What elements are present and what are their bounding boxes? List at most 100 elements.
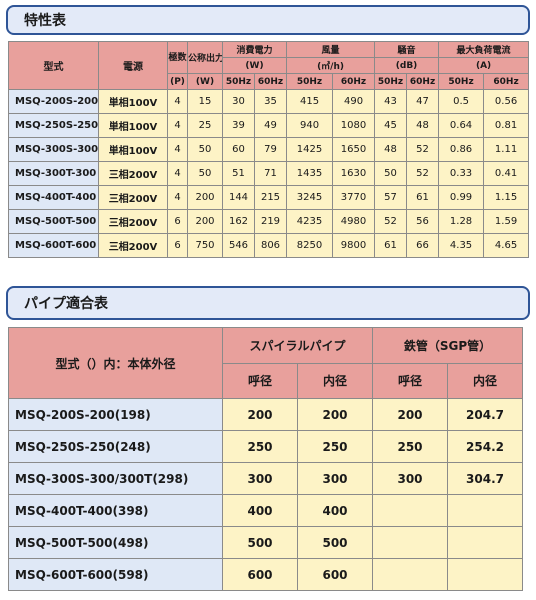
model-cell: MSQ-200S-200(198) — [8, 398, 223, 431]
value-cell: 0.81 — [483, 113, 530, 138]
value-cell — [372, 558, 449, 591]
value-cell: 0.99 — [438, 185, 485, 210]
value-cell: 4 — [167, 185, 188, 210]
unit-output: (W) — [187, 73, 223, 90]
value-cell: 4235 — [286, 209, 334, 234]
model-cell: MSQ-400T-400(398) — [8, 494, 223, 527]
value-cell: 52 — [406, 137, 440, 162]
value-cell: 490 — [332, 89, 376, 114]
value-cell: 4 — [167, 89, 188, 114]
value-cell: 30 — [222, 89, 255, 114]
value-cell: 48 — [374, 137, 408, 162]
value-cell: 400 — [296, 494, 374, 527]
hz-header: 50Hz — [438, 73, 485, 90]
value-cell: 600 — [296, 558, 374, 591]
value-cell: 61 — [374, 233, 408, 258]
pipe-table: 型式（）内：本体外径 スパイラルパイプ 鉄管（SGP管） 呼径 内径 呼径 内径… — [8, 327, 524, 591]
unit-noise: (dB) — [374, 57, 440, 74]
value-cell: 45 — [374, 113, 408, 138]
value-cell: 50 — [187, 137, 223, 162]
value-cell: 1080 — [332, 113, 376, 138]
value-cell: 162 — [222, 209, 255, 234]
model-cell: MSQ-400T-400 — [8, 185, 99, 210]
value-cell: 6 — [167, 233, 188, 258]
hz-header: 50Hz — [286, 73, 334, 90]
value-cell: 71 — [253, 161, 288, 186]
pipe-row: MSQ-200S-200(198) 200 200 200 204.7 — [8, 398, 524, 431]
spec-row: MSQ-400T-400 三相200V 4 200 144 215 3245 3770 57 61… — [8, 185, 530, 210]
value-cell — [372, 494, 449, 527]
value-cell: 15 — [187, 89, 223, 114]
model-cell: MSQ-300S-300/300T(298) — [8, 462, 223, 495]
value-cell: 61 — [406, 185, 440, 210]
col-header-poles: 極数 — [167, 41, 188, 74]
col-header-output: 公称出力 — [187, 41, 223, 74]
value-cell: 35 — [253, 89, 288, 114]
value-cell: 300 — [222, 462, 298, 495]
pipe-col-header-inner: 内径 — [296, 362, 374, 399]
value-cell: 0.86 — [438, 137, 485, 162]
value-cell: 500 — [296, 526, 374, 559]
value-cell: 66 — [406, 233, 440, 258]
value-cell: 1.11 — [483, 137, 530, 162]
spec-row: MSQ-300T-300 三相200V 4 50 51 71 1435 1630 50 52 0.3… — [8, 161, 530, 186]
pipe-row: MSQ-600T-600(598) 600 600 — [8, 558, 524, 591]
value-cell: 三相200V — [98, 233, 168, 258]
col-header-consumption: 消費電力 — [221, 41, 288, 58]
spec-section-title: 特性表 — [24, 13, 66, 29]
value-cell: 1435 — [286, 161, 334, 186]
value-cell: 204.7 — [447, 398, 524, 431]
value-cell: 546 — [222, 233, 255, 258]
value-cell: 200 — [296, 398, 374, 431]
value-cell: 304.7 — [447, 462, 524, 495]
pipe-col-header-spiral: スパイラルパイプ — [221, 327, 374, 364]
col-header-power: 電源 — [98, 41, 168, 90]
value-cell: 0.33 — [438, 161, 485, 186]
value-cell: 500 — [222, 526, 298, 559]
value-cell: 300 — [296, 462, 374, 495]
unit-poles: (P) — [167, 73, 188, 90]
value-cell: 254.2 — [447, 430, 524, 463]
value-cell: 4 — [167, 113, 188, 138]
value-cell: 49 — [253, 113, 288, 138]
value-cell: 415 — [286, 89, 334, 114]
hz-header: 60Hz — [332, 73, 376, 90]
value-cell: 1425 — [286, 137, 334, 162]
value-cell: 48 — [406, 113, 440, 138]
model-cell: MSQ-500T-500(498) — [8, 526, 223, 559]
value-cell: 6 — [167, 209, 188, 234]
value-cell: 4.35 — [438, 233, 485, 258]
pipe-section-header: パイプ適合表 — [6, 286, 530, 320]
value-cell: 三相200V — [98, 209, 168, 234]
value-cell: 57 — [374, 185, 408, 210]
hz-header: 60Hz — [406, 73, 440, 90]
value-cell: 1650 — [332, 137, 376, 162]
value-cell: 0.56 — [483, 89, 530, 114]
pipe-section-title: パイプ適合表 — [24, 296, 108, 312]
col-header-airflow: 風量 — [286, 41, 376, 58]
value-cell: 52 — [406, 161, 440, 186]
value-cell: 47 — [406, 89, 440, 114]
value-cell: 250 — [296, 430, 374, 463]
spec-row: MSQ-300S-300 単相100V 4 50 60 79 1425 1650 48 52 0.8… — [8, 137, 530, 162]
value-cell: 8250 — [286, 233, 334, 258]
model-cell: MSQ-200S-200 — [8, 89, 99, 114]
pipe-col-header-model: 型式（）内：本体外径 — [8, 327, 223, 399]
pipe-row: MSQ-500T-500(498) 500 500 — [8, 526, 524, 559]
value-cell: 1.15 — [483, 185, 530, 210]
value-cell: 単相100V — [98, 89, 168, 114]
value-cell: 806 — [253, 233, 288, 258]
value-cell: 1.28 — [438, 209, 485, 234]
value-cell: 200 — [187, 185, 223, 210]
model-cell: MSQ-600T-600(598) — [8, 558, 223, 591]
value-cell: 4.65 — [483, 233, 530, 258]
pipe-col-header-nominal: 呼径 — [372, 362, 449, 399]
value-cell: 三相200V — [98, 185, 168, 210]
value-cell: 39 — [222, 113, 255, 138]
value-cell: 750 — [187, 233, 223, 258]
value-cell: 60 — [222, 137, 255, 162]
spec-section-header: 特性表 — [6, 5, 530, 35]
value-cell: 三相200V — [98, 161, 168, 186]
value-cell: 219 — [253, 209, 288, 234]
value-cell: 215 — [253, 185, 288, 210]
